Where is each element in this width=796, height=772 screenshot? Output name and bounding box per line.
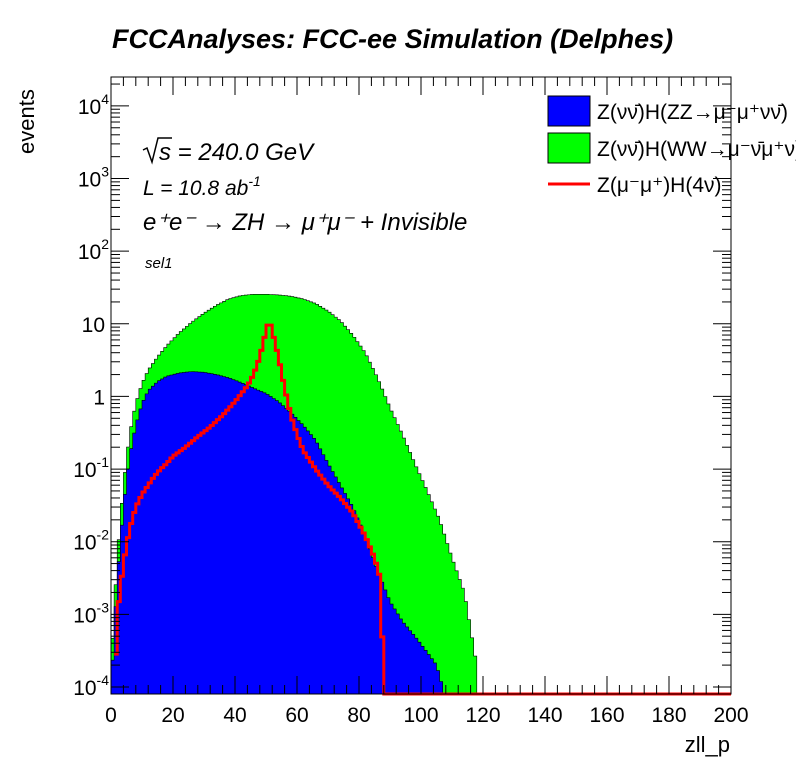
sqrt-symbol <box>142 137 172 165</box>
legend-swatch-zz <box>547 95 591 127</box>
selection-annotation: sel1 <box>145 255 173 272</box>
luminosity-annotation: L = 10.8 ab-1 <box>143 173 261 200</box>
sqrt-s-text: s = 240.0 GeV <box>159 139 315 166</box>
y-tick-label: 10-4 <box>73 672 109 700</box>
legend: Z(νν̄)H(ZZ→μ⁻μ⁺νν̄) Z(νν̄)H(WW→μ⁻ν̄μ⁺ν) … <box>547 95 796 197</box>
axis-ticks <box>110 77 732 694</box>
x-tick-label: 80 <box>347 704 370 727</box>
x-tick-label: 100 <box>403 704 438 727</box>
y-tick-label: 103 <box>78 164 109 192</box>
x-tick-label: 0 <box>105 704 117 727</box>
sqrt-s-annotation: s = 240.0 GeV <box>142 137 315 166</box>
legend-label-4nu: Z(μ⁻μ⁺)H(4ν) <box>597 174 722 197</box>
y-tick-label: 1 <box>93 386 105 409</box>
series-layer <box>110 293 731 696</box>
x-tick-label: 140 <box>527 704 562 727</box>
y-tick-label: 104 <box>78 91 109 119</box>
x-tick-label: 180 <box>651 704 686 727</box>
legend-swatch-ww <box>547 132 591 164</box>
y-tick-label: 10-1 <box>73 454 109 482</box>
y-tick-label: 102 <box>78 236 109 264</box>
x-axis-label: zll_p <box>685 732 730 757</box>
process-annotation: e⁺e⁻ → ZH → μ⁺μ⁻ + Invisible <box>143 209 467 236</box>
lumi-exponent: -1 <box>248 173 260 189</box>
y-axis-label: events <box>14 89 39 154</box>
y-tick-label: 10-2 <box>73 527 109 555</box>
x-tick-label: 60 <box>285 704 308 727</box>
x-tick-label: 40 <box>223 704 246 727</box>
series-fill-0 <box>110 371 443 695</box>
y-tick-labels: 10-4 10-3 10-2 10-1 1 10 102 103 104 <box>73 91 109 700</box>
y-tick-label: 10-3 <box>73 599 109 627</box>
chart-title: FCCAnalyses: FCC-ee Simulation (Delphes) <box>112 24 673 54</box>
x-tick-label: 120 <box>465 704 500 727</box>
legend-label-zz: Z(νν̄)H(ZZ→μ⁻μ⁺νν̄) <box>597 101 788 124</box>
x-tick-labels: 0 20 40 60 80 100 120 140 160 180 200 <box>105 704 748 727</box>
legend-label-ww: Z(νν̄)H(WW→μ⁻ν̄μ⁺ν) <box>597 138 796 161</box>
x-tick-label: 20 <box>161 704 184 727</box>
lumi-text: L = 10.8 ab <box>143 177 249 200</box>
x-tick-label: 200 <box>713 704 748 727</box>
x-tick-label: 160 <box>589 704 624 727</box>
y-tick-label: 10 <box>82 314 105 337</box>
